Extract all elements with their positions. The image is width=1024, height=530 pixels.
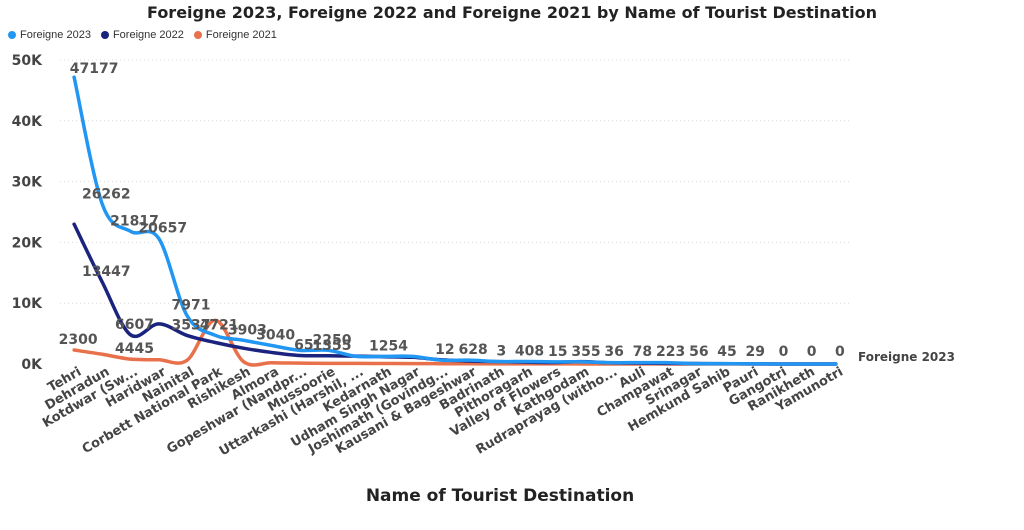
data-label: 0 (807, 344, 817, 360)
data-label: 56 (689, 344, 708, 360)
data-label: 47177 (70, 61, 119, 77)
data-label: 2250 (313, 332, 352, 348)
y-tick-label: 10K (12, 296, 43, 312)
data-label: 12 (435, 342, 454, 358)
legend-swatch-2022 (100, 31, 109, 39)
y-tick-label: 0K (21, 357, 43, 373)
data-label: 4445 (115, 341, 154, 357)
legend-label-2022: Foreigne 2022 (112, 29, 184, 41)
data-label: 3 (496, 344, 506, 360)
data-label: 26262 (82, 186, 131, 202)
data-label: 223 (656, 344, 685, 360)
data-label: 628 (458, 342, 487, 358)
data-label: 15 (548, 344, 567, 360)
x-axis-title: Name of Tourist Destination (365, 486, 635, 506)
data-label: 1254 (369, 338, 408, 354)
series-end-label: Foreigne 2023 (858, 350, 955, 364)
data-label: 4721 (200, 317, 239, 333)
data-label: 1355 (313, 338, 352, 354)
legend-swatch-2021 (193, 31, 202, 39)
series-line-foreigne-2023 (72, 75, 838, 366)
data-label: 3537 (171, 317, 210, 333)
legend-label-2023: Foreigne 2023 (20, 29, 91, 41)
data-label: 20657 (138, 220, 187, 236)
legend-swatch-2023 (8, 31, 16, 39)
chart-title: Foreigne 2023, Foreigne 2022 and Foreign… (147, 3, 877, 22)
data-label: 29 (746, 344, 765, 360)
data-label: 13447 (82, 264, 131, 280)
legend-item-2023[interactable]: Foreigne 2023 (8, 29, 91, 41)
legend: Foreigne 2023 Foreigne 2022 Foreigne 202… (8, 29, 277, 41)
legend-item-2021[interactable]: Foreigne 2021 (193, 29, 277, 41)
data-label: 45 (717, 344, 736, 360)
data-label: 0 (835, 344, 845, 360)
data-label: 355 (571, 344, 600, 360)
legend-label-2021: Foreigne 2021 (205, 29, 277, 41)
data-label: 7971 (171, 298, 210, 314)
y-tick-label: 30K (12, 175, 43, 191)
data-label: 0 (779, 344, 789, 360)
data-label: 6607 (115, 317, 154, 333)
data-label: 78 (633, 344, 652, 360)
data-label: 3903 (228, 322, 267, 338)
y-tick-label: 50K (12, 53, 43, 69)
data-label: 36 (604, 344, 623, 360)
data-label: 3040 (256, 328, 295, 344)
y-tick-label: 40K (12, 114, 43, 130)
data-label: 2300 (59, 332, 98, 348)
data-label: 21817 (110, 213, 159, 229)
y-tick-label: 20K (12, 235, 43, 251)
data-label: 408 (515, 344, 544, 360)
data-label: 65 (294, 337, 313, 353)
legend-item-2022[interactable]: Foreigne 2022 (100, 29, 184, 41)
